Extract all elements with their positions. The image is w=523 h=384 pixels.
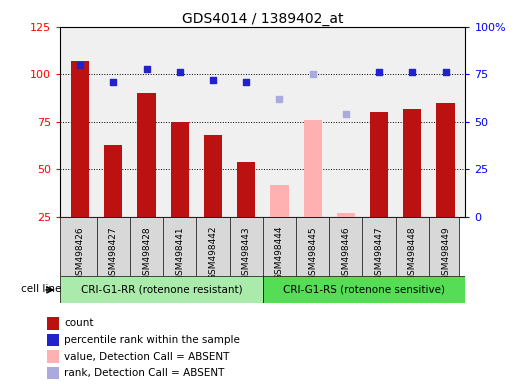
Text: CRI-G1-RS (rotenone sensitive): CRI-G1-RS (rotenone sensitive)	[283, 285, 445, 295]
Bar	[170, 122, 189, 217]
Text: GSM498448: GSM498448	[408, 226, 417, 281]
Point	[76, 62, 84, 68]
Bar	[47, 334, 59, 346]
Text: GSM498442: GSM498442	[209, 226, 218, 280]
Bar	[370, 113, 388, 217]
Bar	[104, 145, 122, 217]
Bar	[263, 276, 465, 303]
Text: rank, Detection Call = ABSENT: rank, Detection Call = ABSENT	[64, 368, 224, 378]
Point	[309, 71, 317, 78]
Bar	[270, 185, 289, 217]
Point	[408, 70, 416, 76]
Text: GSM498449: GSM498449	[441, 226, 450, 281]
Text: GSM498446: GSM498446	[342, 226, 350, 281]
Bar	[403, 109, 422, 217]
Title: GDS4014 / 1389402_at: GDS4014 / 1389402_at	[182, 12, 344, 26]
Text: value, Detection Call = ABSENT: value, Detection Call = ABSENT	[64, 352, 230, 362]
Bar	[303, 120, 322, 217]
Point	[176, 70, 184, 76]
Text: CRI-G1-RR (rotenone resistant): CRI-G1-RR (rotenone resistant)	[81, 285, 242, 295]
Point	[142, 66, 151, 72]
Point	[441, 70, 450, 76]
Text: cell line: cell line	[21, 283, 61, 294]
Text: GSM498441: GSM498441	[175, 226, 184, 281]
Point	[242, 79, 251, 85]
Bar	[47, 367, 59, 379]
Text: GSM498426: GSM498426	[76, 226, 85, 281]
Text: GSM498443: GSM498443	[242, 226, 251, 281]
Text: GSM498445: GSM498445	[308, 226, 317, 281]
Bar	[47, 351, 59, 363]
Point	[275, 96, 283, 102]
Text: count: count	[64, 318, 94, 328]
Text: GSM498427: GSM498427	[109, 226, 118, 281]
Point	[109, 79, 118, 85]
Point	[342, 111, 350, 118]
Text: GSM498444: GSM498444	[275, 226, 284, 280]
Text: GSM498428: GSM498428	[142, 226, 151, 281]
Point	[375, 70, 383, 76]
Bar	[60, 276, 263, 303]
Point	[209, 77, 217, 83]
Bar	[204, 135, 222, 217]
Bar	[71, 61, 89, 217]
Bar	[237, 162, 255, 217]
Text: GSM498447: GSM498447	[374, 226, 383, 281]
Text: percentile rank within the sample: percentile rank within the sample	[64, 335, 240, 345]
Bar	[337, 213, 355, 217]
Bar	[47, 317, 59, 330]
Bar	[436, 103, 454, 217]
Bar	[138, 93, 156, 217]
